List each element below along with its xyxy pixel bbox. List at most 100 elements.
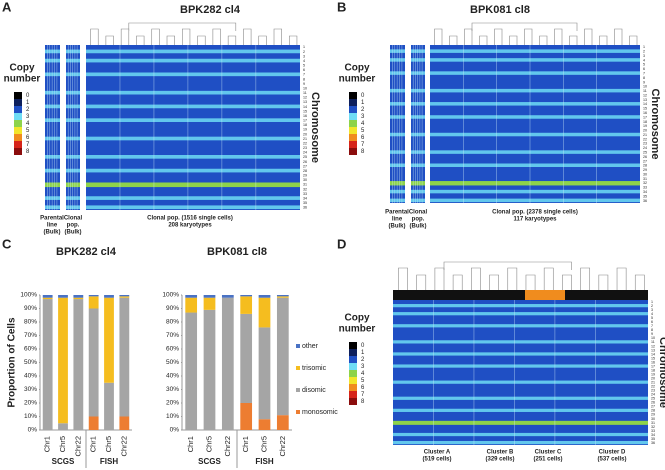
bar-segment [276,297,289,416]
group-label: SCGS [198,457,221,466]
bar-segment [258,295,271,298]
chromosome-number: 6 [643,67,645,71]
chromosome-number: 9 [643,80,645,84]
column-label: Parental [40,216,64,222]
panel-letter: C [2,236,12,251]
column-label: Clonal pop. (1516 single cells) [147,216,233,222]
dendrogram [507,267,518,290]
chromosome-number: 12 [643,93,647,97]
group-label: SCGS [52,457,75,466]
heatmap-row [430,49,640,53]
chromosome-number: 4 [651,312,653,316]
heatmap-row [411,150,425,154]
heatmap-row [430,132,640,137]
y-tick-label: 30% [24,386,37,393]
chromosome-number: 20 [651,376,655,380]
column-label: line [47,223,58,229]
dendrogram [599,35,608,45]
dendrogram [569,35,578,45]
legend-label: 2 [26,107,30,113]
dendrogram [509,35,518,45]
y-tick-label: 80% [166,319,179,326]
legend-swatch [14,92,22,99]
legend-label: trisomic [302,365,327,372]
chromosome-number: 36 [303,206,307,210]
chromosome-number: 12 [303,96,307,100]
bar-segment [58,295,68,298]
panel-title: BPK282 cl4 [180,4,241,16]
chromosome-number: 5 [303,64,305,68]
chromosome-number: 13 [303,100,307,104]
chromosome-number: 2 [643,50,645,54]
bar-segment [203,309,216,430]
legend-label: 1 [361,100,365,106]
legend-swatch [14,120,22,127]
heatmap-row [390,71,405,75]
bar-segment [203,295,216,298]
heatmap-row [430,58,640,62]
chromosome-number: 24 [643,146,647,150]
chromosome-number: 36 [643,199,647,203]
heatmap-row [66,90,80,95]
heatmap-row [411,102,425,106]
chromosome-number: 25 [651,397,655,401]
dendrogram [273,28,282,45]
heatmap-row [393,352,648,356]
chromosome-number: 17 [303,119,307,123]
column-label: Clonal [64,216,83,222]
chromosome-number: 8 [303,77,305,81]
heatmap-row [390,102,405,106]
column-label: Cluster D [599,450,626,456]
dendrogram [434,28,443,45]
dendrogram [471,267,481,290]
chromosome-number: 31 [651,421,655,425]
chromosome-number: 15 [651,356,655,360]
legend-swatch [349,99,357,106]
bar-segment [58,423,68,430]
legend-title: Copy [345,313,370,324]
bar-segment [42,297,53,300]
chromosome-number: 32 [643,181,647,185]
legend-title: Copy [10,63,35,74]
chromosome-number: 20 [303,132,307,136]
chromosome-number: 7 [303,73,305,77]
legend-swatch [349,377,357,384]
chromosome-number: 22 [643,137,647,141]
column-label: Clonal [409,210,428,216]
chromosome-number: 34 [643,190,647,194]
legend-label: 0 [361,93,365,99]
chromosome-number: 14 [303,105,307,109]
dendrogram [289,35,298,45]
heatmap-row [66,155,80,159]
column-label: pop. [67,223,80,229]
bar-segment [42,299,53,430]
heatmap-row [86,196,300,200]
heatmap-row [393,432,648,437]
x-tick-label: Chr22 [73,436,82,456]
panel-letter: B [337,0,346,14]
heatmap-row [411,115,425,119]
heatmap-row [66,104,80,109]
dendrogram [105,35,114,45]
legend-label: 0 [361,343,365,349]
x-tick-label: Chr1 [89,436,98,452]
heatmap-row [430,150,640,154]
column-label: line [392,217,403,223]
heatmap-row [393,324,648,328]
bar-segment [119,416,130,430]
chromosome-number: 22 [651,385,655,389]
legend-title: number [339,324,376,335]
chromosome-number: 9 [651,332,653,336]
heatmap [430,45,640,203]
legend-label: 8 [26,149,30,155]
chromosome-number: 32 [303,187,307,191]
chromosome-number: 4 [643,58,645,62]
x-tick-label: Chr1 [186,436,195,452]
bar-segment [221,297,234,430]
heatmap-row [430,189,640,194]
heatmap-row [411,88,425,93]
column-label: Cluster C [535,450,562,456]
chromosome-number: 35 [303,201,307,205]
chromosome-number: 16 [643,111,647,115]
